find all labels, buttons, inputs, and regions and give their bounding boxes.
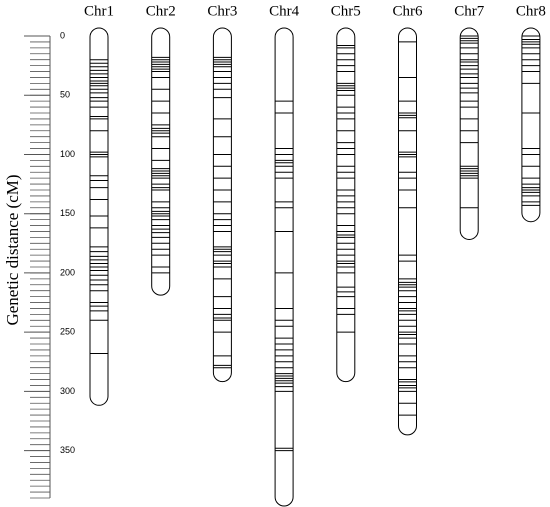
chromosome [398, 27, 417, 436]
y-tick-label: 150 [60, 208, 75, 218]
chromosome-label: Chr7 [454, 3, 485, 19]
y-axis-label: Genetic distance (cM) [3, 174, 22, 325]
chromosome-label: Chr4 [269, 3, 300, 19]
y-tick-label: 350 [60, 445, 75, 455]
y-tick-label: 300 [60, 386, 75, 396]
chromosome-label: Chr8 [516, 3, 546, 19]
chromosome [336, 27, 356, 383]
chromosome [212, 27, 232, 383]
y-tick-label: 100 [60, 149, 75, 159]
chromosome [89, 27, 109, 406]
y-tick-label: 0 [60, 30, 65, 40]
chromosome [151, 27, 171, 296]
chromosome [521, 27, 541, 223]
y-tick-label: 200 [60, 267, 75, 277]
chromosome-label: Chr3 [207, 3, 237, 19]
chromosome-label: Chr2 [146, 3, 176, 19]
y-tick-label: 50 [60, 90, 70, 100]
chromosome [274, 27, 294, 507]
chromosome-label: Chr5 [331, 3, 361, 19]
chromosome-label: Chr6 [393, 3, 424, 19]
chromosome-label: Chr1 [84, 3, 114, 19]
y-tick-label: 250 [60, 327, 75, 337]
chromosome [459, 27, 479, 240]
